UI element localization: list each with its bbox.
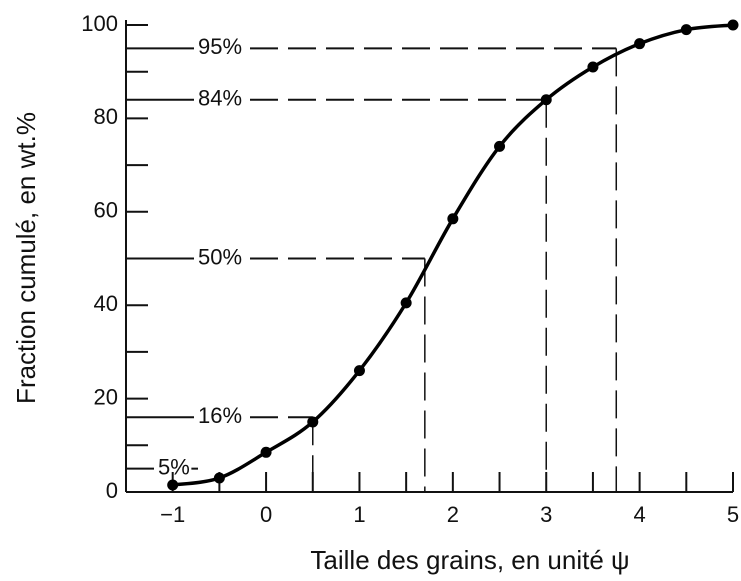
x-tick-label: 5 <box>727 502 739 527</box>
y-tick-label: 100 <box>81 11 118 36</box>
data-point <box>260 446 272 458</box>
annotation-label: 16% <box>198 403 242 428</box>
x-tick-label: 0 <box>260 502 272 527</box>
x-tick-label: 1 <box>353 502 365 527</box>
data-point <box>353 365 365 377</box>
x-tick-label: 3 <box>540 502 552 527</box>
x-tick-label: 2 <box>447 502 459 527</box>
data-point <box>494 140 506 152</box>
data-point <box>727 19 739 31</box>
data-point <box>167 479 179 491</box>
y-tick-label: 0 <box>106 478 118 503</box>
data-point <box>447 213 459 225</box>
x-tick-label: 4 <box>633 502 645 527</box>
annotation-label: 50% <box>198 244 242 269</box>
y-tick-label: 60 <box>94 198 118 223</box>
data-point <box>634 38 646 50</box>
y-tick-label: 80 <box>94 104 118 129</box>
data-point <box>400 297 412 309</box>
y-axis-label: Fraction cumulé, en wt.% <box>11 112 41 404</box>
y-tick-label: 20 <box>94 384 118 409</box>
curve <box>172 23 734 487</box>
x-tick-label: −1 <box>160 502 185 527</box>
data-point <box>213 472 225 484</box>
annotation-label: 95% <box>198 34 242 59</box>
y-tick-label: 40 <box>94 291 118 316</box>
annotation-label: 84% <box>198 86 242 111</box>
annotation-label: 5% <box>158 454 190 479</box>
data-point <box>680 24 692 36</box>
data-point <box>540 94 552 106</box>
data-point <box>307 416 319 428</box>
data-point <box>587 61 599 73</box>
x-axis-label: Taille des grains, en unité ψ <box>310 545 629 575</box>
